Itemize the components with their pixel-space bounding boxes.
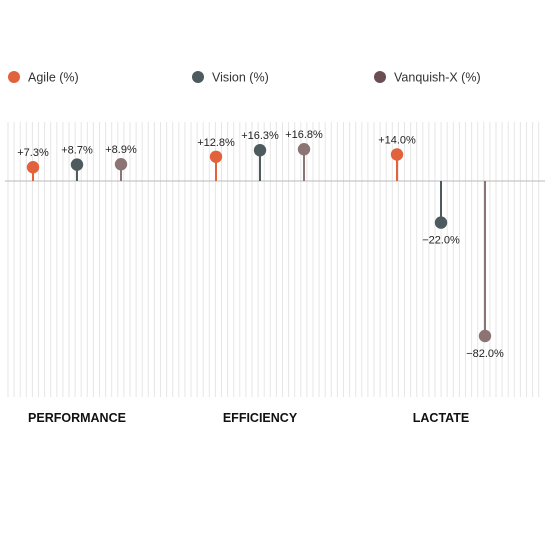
data-point xyxy=(478,329,492,343)
vertical-gridlines xyxy=(7,122,540,397)
data-label: +16.8% xyxy=(285,129,323,141)
category-labels: PERFORMANCE EFFICIENCY LACTATE xyxy=(28,411,469,425)
data-label: +7.3% xyxy=(17,147,49,159)
data-point xyxy=(26,161,40,174)
category-label-efficiency: EFFICIENCY xyxy=(223,411,298,425)
data-label: +14.0% xyxy=(378,135,416,147)
lollipop-dots xyxy=(26,143,492,343)
data-point xyxy=(114,158,128,171)
data-label: +12.8% xyxy=(197,137,235,149)
data-point xyxy=(209,150,223,163)
legend-label: Agile (%) xyxy=(28,71,79,85)
data-point xyxy=(70,158,84,171)
legend-marker xyxy=(8,71,20,83)
data-label: +16.3% xyxy=(241,130,279,142)
data-label: −22.0% xyxy=(422,235,460,247)
legend-marker xyxy=(192,71,204,83)
data-point xyxy=(434,216,448,229)
data-point xyxy=(253,144,267,157)
legend-item: Agile (%) xyxy=(8,71,79,85)
legend-label: Vision (%) xyxy=(212,71,269,85)
legend-label: Vanquish-X (%) xyxy=(394,71,481,85)
data-label: +8.9% xyxy=(105,144,137,156)
category-label-performance: PERFORMANCE xyxy=(28,411,126,425)
data-label: −82.0% xyxy=(466,348,504,360)
data-point xyxy=(297,143,311,156)
data-label: +8.7% xyxy=(61,145,93,157)
value-labels: +7.3% +8.7% +8.9% +12.8% +16.3% +16.8% +14.0% −… xyxy=(17,129,504,360)
data-point xyxy=(390,148,404,161)
legend-item: Vision (%) xyxy=(192,71,269,85)
legend-item: Vanquish-X (%) xyxy=(374,71,481,85)
legend: Agile (%) Vision (%) Vanquish-X (%) xyxy=(8,71,481,85)
category-label-lactate: LACTATE xyxy=(413,411,469,425)
legend-marker xyxy=(374,71,386,83)
